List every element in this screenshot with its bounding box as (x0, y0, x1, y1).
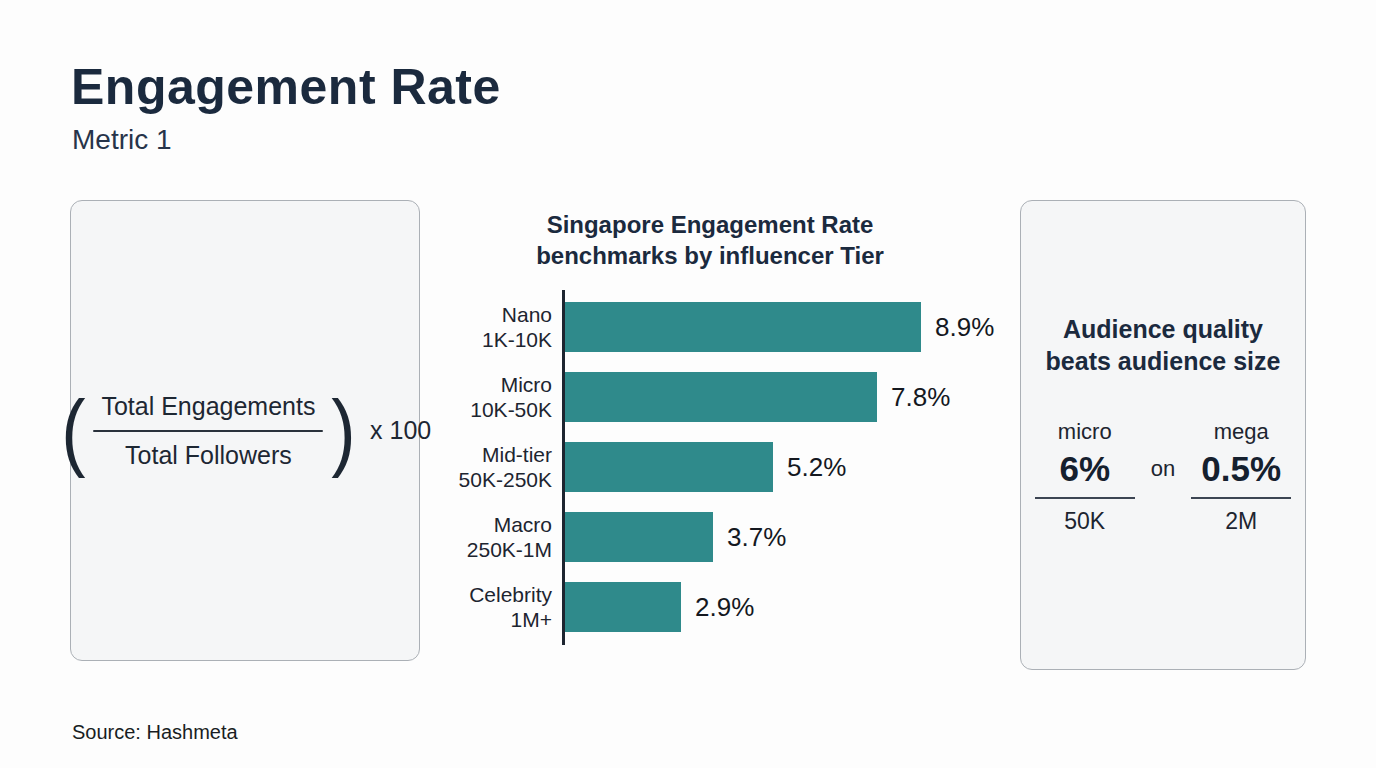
formula-fraction: Total Engagements Total Followers (93, 392, 323, 470)
comparison-micro: micro 6% 50K (1035, 419, 1135, 535)
formula-numerator: Total Engagements (93, 392, 323, 430)
bar-row: Nano1K-10K 8.9% (440, 302, 994, 352)
bar-value-label: 2.9% (695, 592, 754, 623)
comparison-label: micro (1035, 419, 1135, 445)
comparison-connector: on (1151, 456, 1175, 482)
insight-heading: Audience quality beats audience size (1021, 313, 1305, 377)
bar-value-label: 3.7% (727, 522, 786, 553)
bar-value-label: 7.8% (891, 382, 950, 413)
bar-category-label: Mid-tier50K-250K (440, 442, 552, 492)
page-title: Engagement Rate (71, 58, 501, 116)
comparison-rate: 0.5% (1191, 445, 1291, 499)
chart-title: Singapore Engagement Rate benchmarks by … (430, 209, 990, 271)
source-text: Source: Hashmeta (72, 721, 238, 744)
insight-heading-line2: beats audience size (1021, 345, 1305, 377)
bar (565, 582, 681, 632)
bar-row: Mid-tier50K-250K 5.2% (440, 442, 994, 492)
chart-rows: Nano1K-10K 8.9% Micro10K-50K 7.8% Mid-tier50… (440, 302, 994, 632)
comparison-label: mega (1191, 419, 1291, 445)
bar (565, 302, 921, 352)
bar-category-label: Micro10K-50K (440, 372, 552, 422)
bar-row: Celebrity1M+ 2.9% (440, 582, 994, 632)
engagement-rate-formula: ( Total Engagements Total Followers ) x … (59, 390, 431, 472)
comparison-base: 50K (1035, 499, 1135, 535)
bar-category-label: Celebrity1M+ (440, 582, 552, 632)
chart-title-line2: benchmarks by influencer Tier (430, 240, 990, 271)
page-subtitle: Metric 1 (72, 124, 172, 156)
comparison-rate: 6% (1035, 445, 1135, 499)
bar-category-label: Macro250K-1M (440, 512, 552, 562)
comparison-group: micro 6% 50K on mega 0.5% 2M (1021, 419, 1305, 535)
bar-category-label: Nano1K-10K (440, 302, 552, 352)
bar (565, 442, 773, 492)
comparison-mega: mega 0.5% 2M (1191, 419, 1291, 535)
bar-value-label: 8.9% (935, 312, 994, 343)
bar-row: Macro250K-1M 3.7% (440, 512, 994, 562)
bar-row: Micro10K-50K 7.8% (440, 372, 994, 422)
close-paren: ) (332, 390, 356, 472)
formula-card: ( Total Engagements Total Followers ) x … (70, 200, 420, 661)
open-paren: ( (61, 390, 85, 472)
bar-value-label: 5.2% (787, 452, 846, 483)
slide: Engagement Rate Metric 1 ( Total Engagem… (0, 0, 1376, 768)
comparison-base: 2M (1191, 499, 1291, 535)
bar (565, 372, 877, 422)
bar (565, 512, 713, 562)
formula-denominator: Total Followers (93, 432, 323, 470)
insight-heading-line1: Audience quality (1021, 313, 1305, 345)
chart-title-line1: Singapore Engagement Rate (430, 209, 990, 240)
formula-multiplier: x 100 (370, 416, 431, 445)
insight-card: Audience quality beats audience size mic… (1020, 200, 1306, 670)
